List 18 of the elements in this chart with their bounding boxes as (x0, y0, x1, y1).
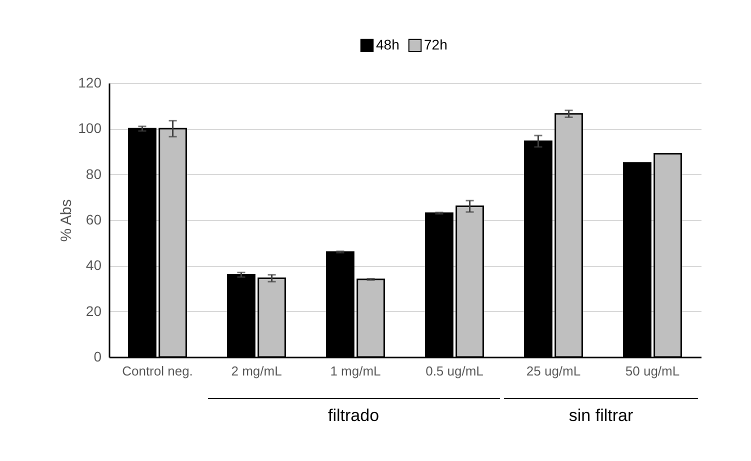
legend-label: 72h (424, 36, 448, 52)
x-tick-label: 1 mg/mL (330, 364, 381, 378)
x-tick-label: 50 ug/mL (625, 364, 680, 378)
y-axis-title: % Abs (58, 199, 76, 242)
y-tick-label: 100 (78, 120, 102, 136)
x-tick-label: 25 ug/mL (526, 364, 581, 378)
legend-label: 48h (376, 36, 400, 52)
y-tick-label: 0 (94, 348, 102, 364)
x-tick-label: 2 mg/mL (231, 364, 282, 378)
y-tick-label: 120 (78, 74, 102, 90)
y-tick-label: 20 (86, 302, 102, 319)
text: filtrado (328, 406, 380, 426)
y-tick-label: 80 (86, 166, 102, 182)
x-tick-label: 0.5 ug/mL (426, 364, 484, 378)
text: sin filtrar (568, 406, 634, 426)
x-tick-label: Control neg. (122, 364, 193, 378)
y-tick-label: 40 (86, 257, 102, 274)
y-tick-label: 60 (86, 212, 102, 228)
